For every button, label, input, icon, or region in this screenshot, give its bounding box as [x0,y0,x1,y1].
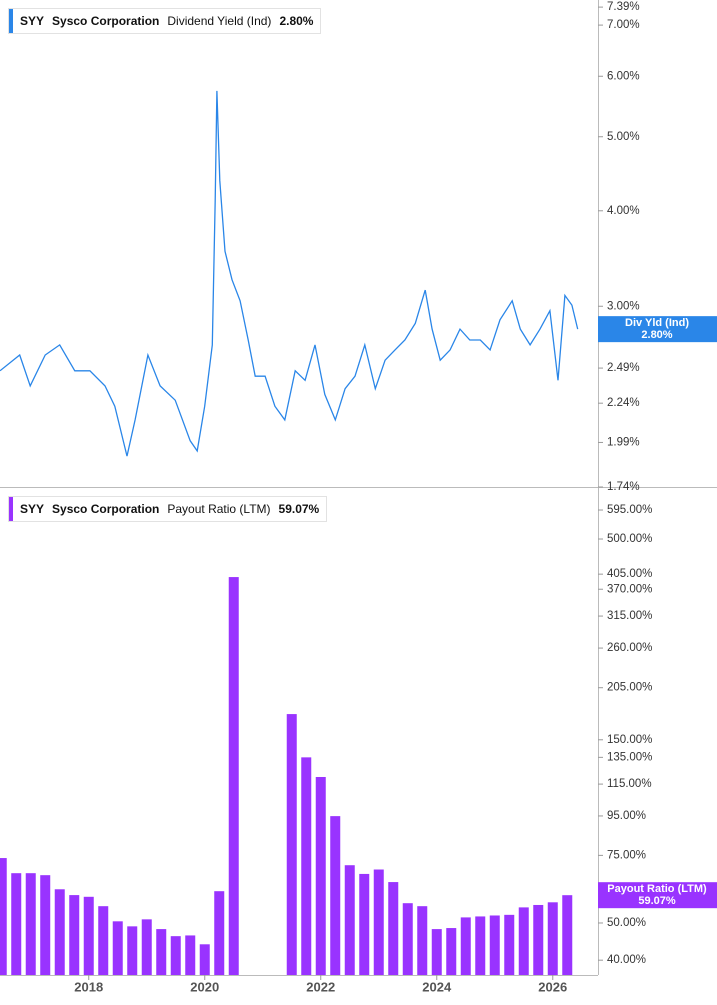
bar [0,858,7,975]
y-tick-label: 40.00% [607,954,646,966]
y-tick-label: 595.00% [607,504,652,516]
last-value: 2.80% [279,14,314,28]
value-tag [598,316,717,343]
bar [199,944,210,975]
line [0,90,579,457]
y-tick-label: 50.00% [607,917,646,929]
value-tag-name: Payout Ratio (LTM) [607,883,707,895]
value-tag-value: 59.07% [638,895,676,907]
y-tick-label: 260.00% [607,642,652,654]
x-tick-label: 2022 [306,979,335,994]
y-tick-label: 95.00% [607,810,646,822]
y-tick-label: 7.00% [607,19,640,31]
y-tick-label: 4.00% [607,205,640,217]
value-tag-name: Div Yld (Ind) [625,317,689,329]
bar [388,882,399,975]
bar [83,896,94,975]
x-tick-label: 2018 [74,979,103,994]
bar [460,917,471,975]
bar [54,889,65,975]
bar [330,816,341,975]
series-name: Dividend Yield (Ind) [167,14,272,28]
bar [533,904,544,975]
x-tick-label: 2026 [538,979,567,994]
bar [402,903,413,975]
company: Sysco Corporation [52,502,160,516]
y-tick-label: 3.00% [607,300,640,312]
y-tick-label: 2.49% [607,362,640,374]
bar [359,873,370,975]
bar [185,935,196,975]
ticker: SYY [20,502,45,516]
y-tick-label: 2.24% [607,397,640,409]
y-tick-label: 1.74% [607,481,640,493]
bar [431,929,442,975]
bar [127,926,138,975]
y-tick-label: 1.99% [607,436,640,448]
bar [112,921,123,975]
bar [518,907,529,975]
legend-header: SYY Sysco Corporation Dividend Yield (In… [8,8,322,34]
y-tick-label: 405.00% [607,568,652,580]
y-tick-label: 150.00% [607,734,652,746]
bar [98,906,109,975]
bar [228,577,239,975]
bar [446,928,457,975]
y-tick-label: 115.00% [607,778,652,790]
y-tick-label: 315.00% [607,610,652,622]
company: Sysco Corporation [52,14,160,28]
y-tick-label: 135.00% [607,751,652,763]
value-tag-value: 2.80% [641,329,672,341]
y-tick-label: 500.00% [607,533,652,545]
bar [489,915,500,975]
bar [547,902,558,975]
bar [156,929,167,975]
bar [286,714,297,975]
y-tick-label: 5.00% [607,131,640,143]
bar [25,873,36,975]
bar [69,895,80,975]
x-tick-label: 2020 [190,979,219,994]
ticker: SYY [20,14,45,28]
x-tick-label: 2024 [422,979,452,994]
y-tick-label: 6.00% [607,70,640,82]
bar [417,906,428,975]
bar [475,916,486,975]
y-tick-label: 370.00% [607,583,652,595]
bar [344,865,355,975]
y-tick-label: 7.39% [607,1,640,13]
bar [214,891,225,975]
bar [504,914,515,975]
bar [315,776,326,975]
y-tick-label: 75.00% [607,849,646,861]
series-name: Payout Ratio (LTM) [167,502,271,516]
bar [301,757,312,975]
bar [562,895,573,975]
bar [373,869,384,975]
bar [170,936,181,975]
y-tick-label: 205.00% [607,682,652,694]
value-tag [598,882,717,909]
last-value: 59.07% [278,502,320,516]
bar [11,873,22,975]
legend-header: SYY Sysco Corporation Payout Ratio (LTM)… [8,496,328,522]
bar [141,919,152,975]
bar [40,875,51,975]
